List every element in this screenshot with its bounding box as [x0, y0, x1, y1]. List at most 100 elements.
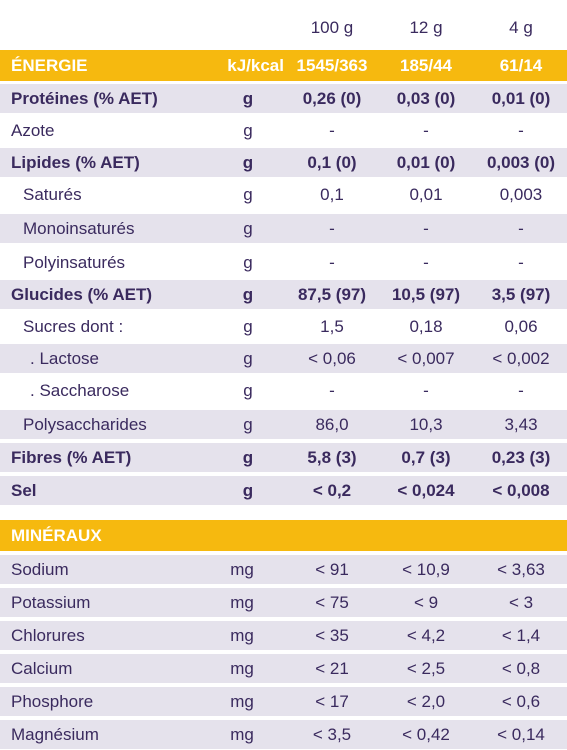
mineral-label: Phosphore	[11, 691, 94, 711]
nutrient-value-100g: < 0,06	[308, 348, 356, 368]
nutrient-row: Saturés g 0,1 0,01 0,003	[0, 180, 567, 210]
mineral-label: Chlorures	[11, 625, 85, 645]
nutrient-row: Protéines (% AET) g 0,26 (0) 0,03 (0) 0,…	[0, 84, 567, 114]
nutrient-label: Sel	[11, 480, 37, 500]
mineral-value-100g: < 91	[315, 559, 349, 579]
mineral-label: Potassium	[11, 592, 91, 612]
mineral-value-12g: < 10,9	[402, 559, 450, 579]
nutrient-value-12g: -	[423, 380, 429, 400]
nutrient-unit: g	[242, 284, 254, 304]
nutrient-value-100g: 87,5 (97)	[297, 284, 367, 304]
energy-value-100g: 1545/363	[296, 55, 368, 75]
nutrient-value-12g: 0,01	[409, 184, 443, 204]
nutrient-value-4g: -	[518, 120, 524, 140]
column-header-100g: 100 g	[310, 17, 354, 37]
nutrient-row: Glucides (% AET) g 87,5 (97) 10,5 (97) 3…	[0, 280, 567, 310]
nutrient-value-100g: 86,0	[315, 414, 349, 434]
mineral-value-100g: < 35	[315, 625, 349, 645]
mineral-value-12g: < 2,5	[406, 658, 446, 678]
nutrient-unit: g	[242, 480, 254, 500]
column-header-row: 100 g 12 g 4 g	[0, 12, 567, 44]
nutrient-label: Lipides (% AET)	[11, 152, 140, 172]
nutrient-value-4g: 3,43	[504, 414, 538, 434]
nutrient-value-4g: 3,5 (97)	[491, 284, 551, 304]
mineral-value-4g: < 3,63	[497, 559, 545, 579]
nutrient-row: Sel g < 0,2 < 0,024 < 0,008	[0, 476, 567, 506]
nutrient-label: . Lactose	[30, 348, 99, 368]
mineral-value-100g: < 17	[315, 691, 349, 711]
mineral-label: Magnésium	[11, 724, 99, 744]
mineral-value-12g: < 2,0	[406, 691, 446, 711]
mineral-value-4g: < 0,6	[501, 691, 541, 711]
mineral-value-12g: < 0,42	[402, 724, 450, 744]
nutrient-value-100g: < 0,2	[312, 480, 352, 500]
nutrient-value-100g: 5,8 (3)	[307, 447, 357, 467]
nutrient-value-100g: 0,1 (0)	[307, 152, 357, 172]
mineral-value-12g: < 9	[413, 592, 439, 612]
nutrient-label: Polysaccharides	[23, 414, 147, 434]
nutrient-value-4g: -	[518, 380, 524, 400]
nutrient-value-4g: < 0,002	[492, 348, 550, 368]
mineral-row: Sodium mg < 91 < 10,9 < 3,63	[0, 555, 567, 585]
nutrient-row: Lipides (% AET) g 0,1 (0) 0,01 (0) 0,003…	[0, 148, 567, 178]
energy-value-12g: 185/44	[400, 55, 452, 75]
mineral-label: Sodium	[11, 559, 69, 579]
nutrient-value-12g: 10,5 (97)	[391, 284, 461, 304]
nutrient-unit: g	[243, 380, 253, 400]
nutrient-unit: g	[242, 152, 254, 172]
nutrient-value-12g: 0,03 (0)	[396, 88, 456, 108]
nutrient-row: . Saccharose g - - -	[0, 376, 567, 406]
nutrient-unit: g	[243, 218, 253, 238]
nutrient-value-12g: -	[423, 218, 429, 238]
nutrient-row: . Lactose g < 0,06 < 0,007 < 0,002	[0, 344, 567, 374]
nutrient-row: Azote g - - -	[0, 116, 567, 146]
energy-value-4g: 61/14	[499, 55, 543, 75]
nutrient-value-100g: -	[329, 218, 335, 238]
nutrient-value-4g: 0,06	[504, 316, 538, 336]
nutrient-value-100g: -	[329, 252, 335, 272]
nutrient-label: . Saccharose	[30, 380, 130, 400]
nutrient-value-12g: < 0,024	[397, 480, 455, 500]
mineral-value-12g: < 4,2	[406, 625, 446, 645]
nutrient-value-4g: 0,003	[499, 184, 543, 204]
nutrient-label: Monoinsaturés	[23, 218, 135, 238]
nutrient-row: Monoinsaturés g - - -	[0, 214, 567, 244]
column-header-4g: 4 g	[509, 17, 533, 37]
nutrient-row: Polysaccharides g 86,0 10,3 3,43	[0, 410, 567, 440]
nutrient-value-100g: 0,1	[320, 184, 344, 204]
nutrient-value-4g: -	[518, 252, 524, 272]
mineral-unit: mg	[230, 658, 254, 678]
nutrient-value-100g: -	[329, 380, 335, 400]
energy-label: ÉNERGIE	[11, 55, 88, 75]
nutrient-unit: g	[242, 88, 254, 108]
nutrient-label: Sucres dont :	[23, 316, 124, 336]
nutrient-row: Polyinsaturés g - - -	[0, 248, 567, 278]
mineral-value-100g: < 21	[315, 658, 349, 678]
mineral-unit: mg	[230, 691, 254, 711]
minerals-title: MINÉRAUX	[11, 525, 102, 545]
energy-unit: kJ/kcal	[227, 55, 284, 75]
mineral-value-4g: < 0,14	[497, 724, 545, 744]
mineral-unit: mg	[230, 625, 254, 645]
column-header-12g: 12 g	[409, 17, 443, 37]
mineral-label: Calcium	[11, 658, 73, 678]
nutrient-unit: g	[243, 348, 253, 368]
nutrient-value-12g: 0,01 (0)	[396, 152, 456, 172]
mineral-row: Chlorures mg < 35 < 4,2 < 1,4	[0, 621, 567, 651]
mineral-unit: mg	[230, 559, 254, 579]
nutrient-value-12g: 10,3	[409, 414, 443, 434]
minerals-section-header: MINÉRAUX	[0, 520, 567, 552]
nutrient-value-12g: 0,18	[409, 316, 443, 336]
nutrient-label: Polyinsaturés	[23, 252, 126, 272]
mineral-unit: mg	[230, 724, 254, 744]
nutrient-unit: g	[243, 316, 253, 336]
nutrient-unit: g	[243, 414, 253, 434]
mineral-unit: mg	[230, 592, 254, 612]
nutrient-row: Sucres dont : g 1,5 0,18 0,06	[0, 312, 567, 342]
energy-row: ÉNERGIE kJ/kcal 1545/363 185/44 61/14	[0, 50, 567, 82]
mineral-value-4g: < 3	[508, 592, 534, 612]
nutrient-value-4g: < 0,008	[492, 480, 550, 500]
nutrient-value-100g: 1,5	[320, 316, 344, 336]
nutrient-label: Fibres (% AET)	[11, 447, 132, 467]
